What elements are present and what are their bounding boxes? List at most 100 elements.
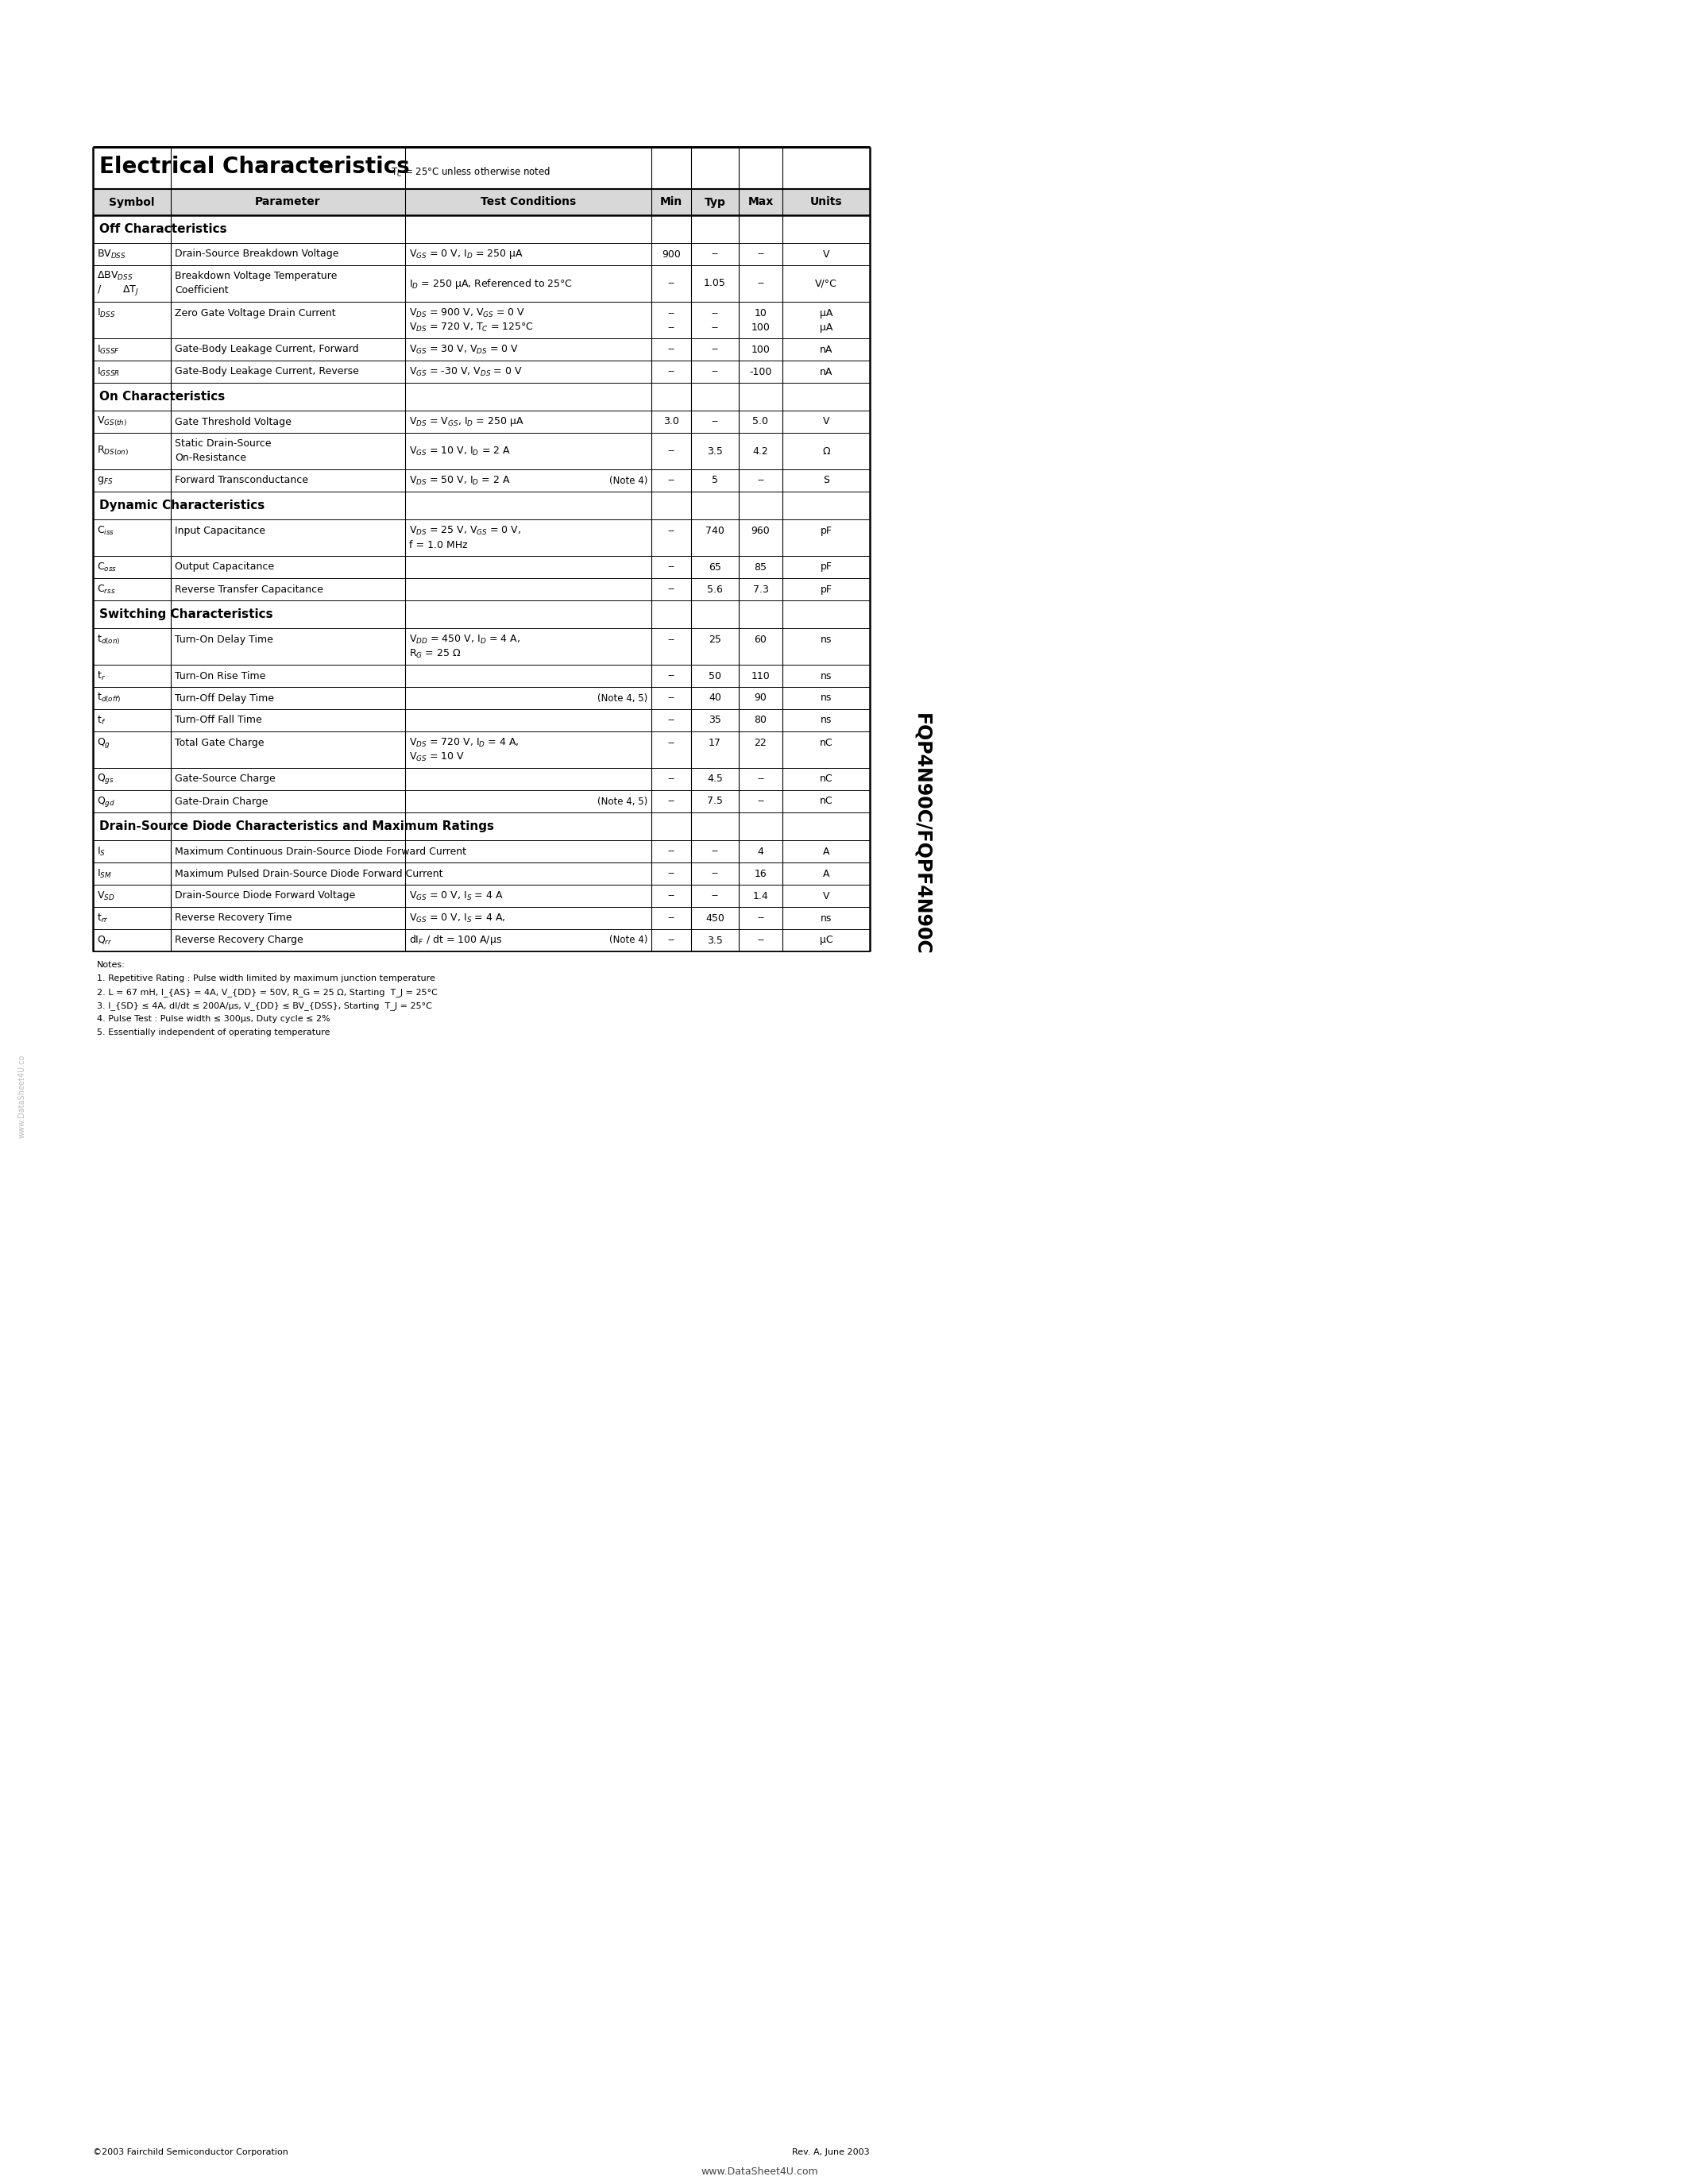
Text: 1.05: 1.05 [704, 277, 726, 288]
Text: 90: 90 [755, 692, 766, 703]
Text: 35: 35 [709, 714, 721, 725]
Text: -100: -100 [749, 367, 771, 378]
Text: Q$_{gd}$: Q$_{gd}$ [96, 795, 115, 808]
Text: Q$_{gs}$: Q$_{gs}$ [96, 773, 115, 786]
Text: --: -- [711, 249, 719, 260]
Text: t$_{rr}$: t$_{rr}$ [96, 913, 108, 924]
Text: V$_{DS}$ = 50 V, I$_D$ = 2 A: V$_{DS}$ = 50 V, I$_D$ = 2 A [408, 474, 510, 487]
Text: --: -- [668, 476, 675, 485]
Text: Ω: Ω [822, 446, 830, 456]
Text: nC: nC [820, 773, 832, 784]
Text: V: V [822, 891, 829, 902]
Text: 960: 960 [751, 526, 770, 537]
Text: 40: 40 [709, 692, 721, 703]
Text: --: -- [668, 913, 675, 924]
Text: 4.2: 4.2 [753, 446, 768, 456]
Text: --: -- [668, 323, 675, 332]
Text: Gate Threshold Voltage: Gate Threshold Voltage [176, 417, 292, 426]
Text: (Note 4): (Note 4) [609, 476, 648, 485]
Text: I$_{GSSR}$: I$_{GSSR}$ [96, 365, 120, 378]
Text: V$_{GS}$ = 30 V, V$_{DS}$ = 0 V: V$_{GS}$ = 30 V, V$_{DS}$ = 0 V [408, 343, 518, 356]
Text: 4: 4 [758, 845, 763, 856]
Text: 740: 740 [706, 526, 724, 537]
Text: --: -- [668, 797, 675, 806]
Text: 16: 16 [755, 869, 766, 878]
Text: --: -- [711, 345, 719, 354]
Text: 3.5: 3.5 [707, 935, 722, 946]
Text: --: -- [711, 845, 719, 856]
Text: Input Capacitance: Input Capacitance [176, 526, 265, 537]
Text: --: -- [668, 526, 675, 537]
Text: --: -- [756, 935, 765, 946]
Text: Coefficient: Coefficient [176, 284, 228, 295]
Text: 5.0: 5.0 [753, 417, 768, 426]
Text: --: -- [668, 636, 675, 644]
Text: pF: pF [820, 526, 832, 537]
Text: 25: 25 [709, 636, 721, 644]
Text: A: A [822, 845, 829, 856]
Text: Turn-On Delay Time: Turn-On Delay Time [176, 636, 273, 644]
Text: Static Drain-Source: Static Drain-Source [176, 439, 272, 450]
Text: Turn-On Rise Time: Turn-On Rise Time [176, 670, 265, 681]
Text: Notes:: Notes: [96, 961, 125, 970]
Text: Reverse Recovery Charge: Reverse Recovery Charge [176, 935, 304, 946]
Text: t$_f$: t$_f$ [96, 714, 106, 727]
Text: Output Capacitance: Output Capacitance [176, 561, 273, 572]
Text: --: -- [711, 869, 719, 878]
Text: V$_{GS}$ = 0 V, I$_S$ = 4 A,: V$_{GS}$ = 0 V, I$_S$ = 4 A, [408, 913, 506, 924]
Text: 5: 5 [712, 476, 717, 485]
Text: --: -- [756, 277, 765, 288]
Text: --: -- [756, 773, 765, 784]
Text: (Note 4): (Note 4) [609, 935, 648, 946]
Text: --: -- [668, 714, 675, 725]
Text: --: -- [711, 417, 719, 426]
Text: ns: ns [820, 636, 832, 644]
Text: --: -- [668, 561, 675, 572]
Text: V$_{DS}$ = 900 V, V$_{GS}$ = 0 V: V$_{DS}$ = 900 V, V$_{GS}$ = 0 V [408, 308, 525, 319]
Text: ns: ns [820, 670, 832, 681]
Text: μA: μA [820, 308, 832, 319]
Text: V$_{GS}$ = 0 V, I$_D$ = 250 μA: V$_{GS}$ = 0 V, I$_D$ = 250 μA [408, 247, 523, 260]
Text: 22: 22 [755, 738, 766, 749]
Text: 100: 100 [751, 323, 770, 332]
Text: Maximum Continuous Drain-Source Diode Forward Current: Maximum Continuous Drain-Source Diode Fo… [176, 845, 466, 856]
Text: Breakdown Voltage Temperature: Breakdown Voltage Temperature [176, 271, 338, 282]
Text: Gate-Body Leakage Current, Forward: Gate-Body Leakage Current, Forward [176, 345, 360, 354]
Text: 5.6: 5.6 [707, 583, 722, 594]
Text: 10: 10 [755, 308, 766, 319]
Text: R$_{DS(on)}$: R$_{DS(on)}$ [96, 446, 128, 459]
Text: t$_{d(on)}$: t$_{d(on)}$ [96, 633, 120, 646]
Text: pF: pF [820, 561, 832, 572]
Text: Gate-Body Leakage Current, Reverse: Gate-Body Leakage Current, Reverse [176, 367, 360, 378]
Text: ns: ns [820, 692, 832, 703]
Text: Min: Min [660, 197, 682, 207]
Text: Drain-Source Diode Characteristics and Maximum Ratings: Drain-Source Diode Characteristics and M… [100, 821, 495, 832]
Text: --: -- [711, 891, 719, 902]
Text: FQP4N90C/FQPF4N90C: FQP4N90C/FQPF4N90C [912, 712, 932, 954]
Text: C$_{oss}$: C$_{oss}$ [96, 561, 116, 572]
Text: (Note 4, 5): (Note 4, 5) [598, 692, 648, 703]
Text: --: -- [668, 670, 675, 681]
Text: pF: pF [820, 583, 832, 594]
Text: /       ΔT$_J$: / ΔT$_J$ [96, 284, 138, 297]
Text: S: S [824, 476, 829, 485]
Text: Reverse Recovery Time: Reverse Recovery Time [176, 913, 292, 924]
Text: V$_{GS(th)}$: V$_{GS(th)}$ [96, 415, 127, 428]
Text: 1.4: 1.4 [753, 891, 768, 902]
Text: --: -- [668, 869, 675, 878]
Text: Rev. A, June 2003: Rev. A, June 2003 [792, 2149, 869, 2156]
Text: I$_D$ = 250 μA, Referenced to 25°C: I$_D$ = 250 μA, Referenced to 25°C [408, 277, 572, 290]
Text: --: -- [756, 249, 765, 260]
Text: V$_{DS}$ = V$_{GS}$, I$_D$ = 250 μA: V$_{DS}$ = V$_{GS}$, I$_D$ = 250 μA [408, 415, 523, 428]
Text: 2. L = 67 mH, I_{AS} = 4A, V_{DD} = 50V, R_G = 25 Ω, Starting  T_J = 25°C: 2. L = 67 mH, I_{AS} = 4A, V_{DD} = 50V,… [96, 987, 437, 996]
Text: V$_{DS}$ = 720 V, T$_C$ = 125°C: V$_{DS}$ = 720 V, T$_C$ = 125°C [408, 321, 533, 334]
Text: 7.5: 7.5 [707, 797, 722, 806]
Text: Switching Characteristics: Switching Characteristics [100, 609, 273, 620]
Text: --: -- [668, 345, 675, 354]
Text: V: V [822, 417, 829, 426]
Text: --: -- [668, 692, 675, 703]
Text: I$_S$: I$_S$ [96, 845, 106, 858]
Text: 4.5: 4.5 [707, 773, 722, 784]
Text: --: -- [668, 935, 675, 946]
Text: t$_{d(off)}$: t$_{d(off)}$ [96, 692, 122, 705]
